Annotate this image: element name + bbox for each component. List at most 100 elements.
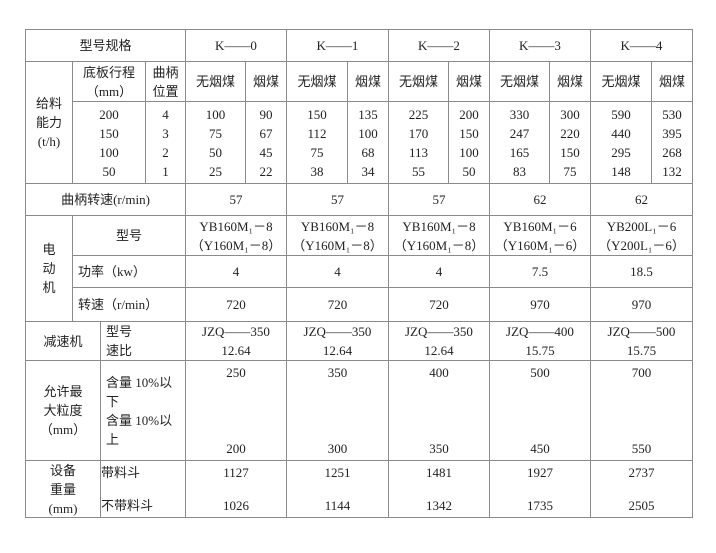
cell-text: 重量 (49, 481, 76, 497)
cell-text: 57 (229, 192, 243, 207)
reducer-label: 减速机 (25, 321, 101, 361)
weight-label: 设备重量 (mm) (25, 460, 101, 518)
cell-text: 含量 10%以 (106, 374, 173, 390)
cell-text: 720 (327, 297, 348, 312)
cell-text: 295 (611, 144, 631, 160)
reducer-value: JZQ——400 15.75 (489, 321, 591, 361)
motor-speed-value: 970 (590, 287, 693, 322)
cell-text: (t/h) (37, 134, 61, 149)
cell-text: 25 (209, 163, 222, 179)
motor-model-value: YB160M₁－8 （Y160M₁－8） (388, 215, 490, 256)
cell-text: （Y160M₁－8） (292, 237, 383, 253)
motor-power-value: 4 (286, 255, 389, 288)
cell-text: 设备 (49, 462, 76, 478)
motor-power-value: 18.5 (590, 255, 693, 288)
crank-speed-value: 57 (185, 183, 287, 216)
cell-text: 无烟煤 (398, 74, 438, 89)
bituminous-values: 300 220 150 75 (549, 101, 591, 184)
cell-text: 电 (42, 242, 56, 257)
cell-text: 57 (331, 192, 344, 207)
cell-text: K——0 (215, 38, 257, 53)
cell-text: 450 (530, 441, 550, 456)
weight-value: 1927 1735 (489, 460, 591, 518)
cell-text: 型号 (115, 228, 142, 243)
cell-text: 34 (361, 163, 375, 179)
cell-text: K——4 (620, 38, 663, 53)
cell-text: 247 (509, 125, 530, 141)
grain-sub-label: 含量 10%以下含量 10%以上 (100, 360, 186, 461)
cell-text: 3 (162, 125, 169, 141)
cell-text: 2737 (628, 465, 655, 480)
cell-text: 1026 (223, 498, 249, 513)
cell-text: 500 (530, 365, 550, 380)
cell-text: 220 (560, 125, 580, 141)
crank-speed-value: 57 (388, 183, 490, 216)
weight-value: 1481 1342 (388, 460, 490, 518)
cell-text: JZQ——350 (202, 324, 270, 339)
cell-text: 970 (631, 297, 652, 312)
cell-text: 100 (358, 125, 378, 141)
cell-text: 4 (334, 264, 341, 279)
cell-text: 1127 (223, 465, 249, 480)
cell-text: （Y200L₁－6） (598, 237, 685, 253)
cell-text: 67 (259, 125, 273, 141)
cell-text: YB160M₁－8 (300, 218, 375, 234)
grain-value: 350 300 (286, 360, 389, 461)
anthracite-header: 无烟煤 (489, 61, 550, 102)
cell-text: 200 (99, 106, 119, 122)
cell-text: 烟煤 (252, 74, 279, 89)
cell-text: 200 (226, 441, 246, 456)
cell-text: 位置 (152, 83, 179, 99)
anthracite-header: 无烟煤 (286, 61, 348, 102)
bituminous-values: 530 395 268 132 (651, 101, 693, 184)
cell-text: 型号 (106, 324, 133, 339)
cell-text: 350 (327, 365, 348, 380)
crank-speed-value: 62 (590, 183, 693, 216)
cell-text: 90 (259, 106, 273, 122)
cell-text: (mm) (48, 500, 78, 516)
model-header: K——1 (286, 29, 389, 62)
motor-model-value: YB160M₁－6 （Y160M₁－6） (489, 215, 591, 256)
motor-model-value: YB160M₁－8 （Y160M₁－8） (185, 215, 287, 256)
grain-value: 500 450 (489, 360, 591, 461)
weight-value: 1127 1026 (185, 460, 287, 518)
model-header: K——2 (388, 29, 490, 62)
cell-text: JZQ——350 (405, 324, 473, 339)
cell-text: 减速机 (43, 333, 83, 349)
cell-text: 7.5 (531, 264, 549, 279)
cell-text: 38 (310, 163, 324, 179)
cell-text: 动 (42, 261, 56, 276)
motor-model-label: 型号 (72, 215, 186, 256)
cell-text: 100 (459, 144, 479, 160)
cell-text: 大粒度 (43, 403, 83, 418)
motor-power-value: 4 (185, 255, 287, 288)
grain-value: 700 550 (590, 360, 693, 461)
cell-text: 150 (459, 125, 479, 141)
cell-text: 无烟煤 (195, 74, 235, 89)
cell-text: 无烟煤 (601, 74, 641, 89)
weight-sub-label: 带料斗 不带料斗 (100, 460, 186, 518)
reducer-sub-label: 型号 速比 (100, 321, 186, 361)
cell-text: 2 (162, 144, 169, 160)
crank-speed-label: 曲柄转速(r/min) (25, 183, 186, 216)
cell-text: 720 (429, 297, 449, 312)
cell-text: JZQ——400 (506, 324, 574, 339)
cell-text: YB160M₁－6 (503, 218, 577, 234)
grain-value: 250 200 (185, 360, 287, 461)
cell-text: （Y160M₁－8） (190, 237, 282, 253)
motor-power-value: 4 (388, 255, 490, 288)
cell-text: 50 (209, 144, 222, 160)
cell-text: 机 (42, 280, 56, 295)
cell-text: 150 (307, 106, 327, 122)
motor-model-value: YB200L₁－6 （Y200L₁－6） (590, 215, 693, 256)
cell-text: 带料斗 (101, 465, 141, 480)
anthracite-header: 无烟煤 (590, 61, 652, 102)
cell-text: 75 (209, 125, 222, 141)
weight-value: 2737 2505 (590, 460, 693, 518)
cell-text: 含量 10%以 (106, 412, 173, 428)
bituminous-header: 烟煤 (448, 61, 490, 102)
cell-text: 150 (560, 144, 580, 160)
cell-text: 300 (560, 106, 580, 122)
cell-text: 170 (408, 125, 429, 141)
cell-text: 15.75 (626, 343, 657, 358)
